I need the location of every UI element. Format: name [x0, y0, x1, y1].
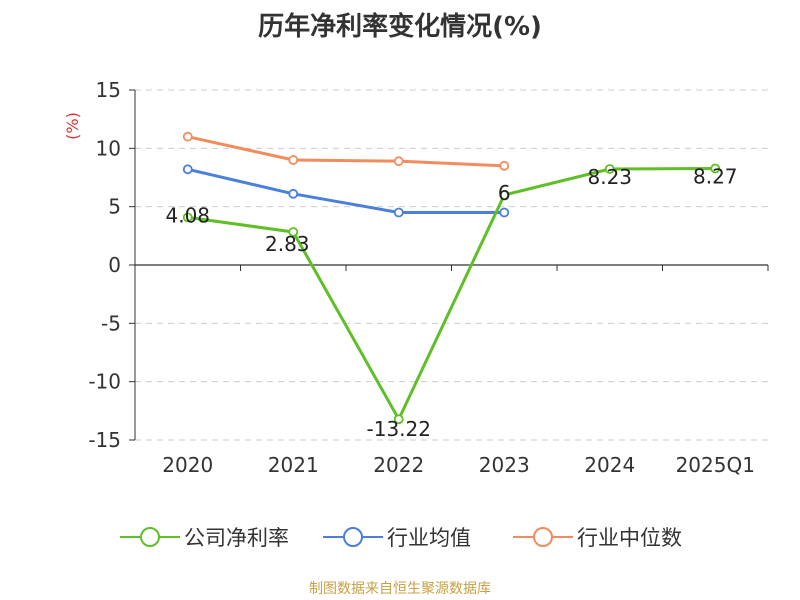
data-label: 4.08 — [165, 203, 210, 227]
x-tick-label: 2024 — [584, 453, 635, 477]
series-3-point[interactable] — [182, 131, 193, 142]
y-tick-label: -5 — [101, 311, 121, 335]
y-tick-label: 10 — [96, 136, 121, 160]
legend-marker — [140, 527, 160, 547]
y-tick-label: 5 — [108, 195, 121, 219]
x-tick-label: 2025Q1 — [676, 453, 755, 477]
series-1-point[interactable] — [393, 414, 404, 425]
x-tick-label: 2022 — [373, 453, 424, 477]
legend-item-2[interactable]: 行业均值 — [323, 526, 471, 550]
x-tick-label: 2021 — [268, 453, 319, 477]
series-1-point[interactable] — [710, 163, 721, 174]
y-tick-label: 0 — [108, 253, 121, 277]
series-3-point[interactable] — [288, 155, 299, 165]
series-line-3 — [187, 135, 505, 168]
series-3-point[interactable] — [499, 160, 510, 171]
data-label: 8.27 — [693, 165, 738, 189]
y-axis-label: (%) — [63, 112, 82, 140]
source-note: 制图数据来自恒生聚源数据库 — [309, 581, 491, 597]
legend-item-3[interactable]: 行业中位数 — [513, 526, 682, 550]
series-1-point[interactable] — [604, 164, 615, 174]
legend-marker — [533, 527, 553, 547]
series-1-point[interactable] — [288, 227, 299, 237]
legend: 公司净利率 行业均值 行业中位数 — [120, 526, 682, 550]
series-1-point[interactable] — [182, 212, 193, 223]
series-line-2 — [187, 167, 505, 214]
data-label: 2.83 — [265, 232, 310, 256]
x-tick-label: 2023 — [479, 453, 530, 477]
axes: 15 10 5 0 -5 -10 -15 (%) 2020 2021 2022 2023 2024 202… — [63, 78, 769, 477]
data-label: 6 — [498, 181, 511, 205]
series-lines — [182, 131, 721, 425]
data-label: 8.23 — [587, 165, 632, 189]
legend-label: 行业均值 — [387, 526, 471, 550]
y-tick-label: -10 — [88, 370, 121, 394]
data-label: -13.22 — [367, 417, 431, 441]
legend-label: 行业中位数 — [577, 526, 682, 550]
data-labels: 4.08 2.83 -13.22 6 8.23 8.27 — [165, 165, 737, 442]
series-2-point[interactable] — [499, 207, 510, 218]
legend-label: 公司净利率 — [184, 526, 289, 550]
series-line-1 — [187, 167, 716, 421]
x-tick-label: 2020 — [162, 453, 213, 477]
legend-item-1[interactable]: 公司净利率 — [120, 526, 289, 550]
series-2-point[interactable] — [182, 164, 193, 175]
y-tick-label: 15 — [96, 78, 121, 102]
legend-marker — [343, 527, 363, 547]
series-3-point[interactable] — [393, 156, 404, 167]
series-2-point[interactable] — [393, 207, 404, 218]
chart-title: 历年净利率变化情况(%) — [258, 12, 542, 42]
series-2-point[interactable] — [288, 188, 299, 199]
series-1-point[interactable] — [499, 190, 510, 200]
y-tick-label: -15 — [88, 428, 121, 452]
